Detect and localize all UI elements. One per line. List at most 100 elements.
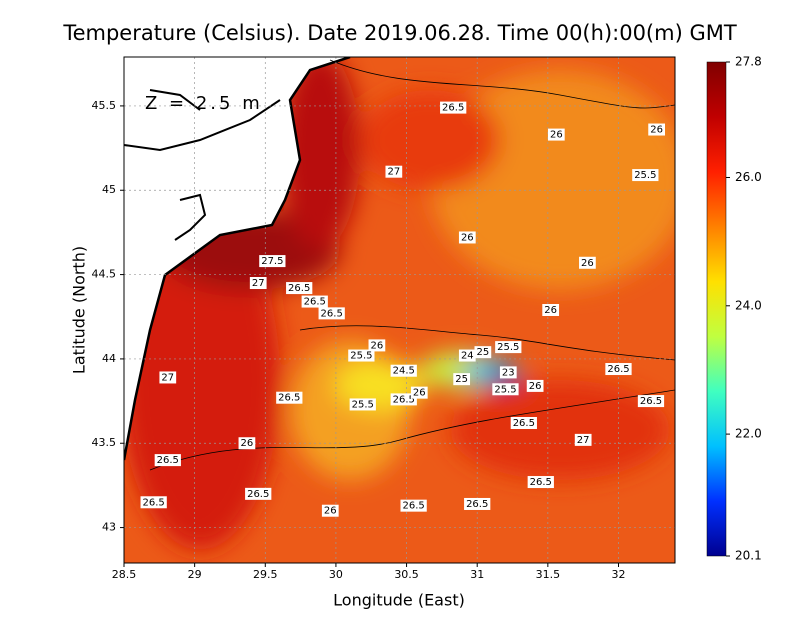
temperature-field [124, 57, 675, 563]
contour-label: 24 [458, 349, 476, 362]
contour-label: 27.5 [259, 255, 286, 268]
x-tick-label: 28.5 [112, 568, 137, 581]
contour-label: 26 [410, 386, 428, 399]
contour-label-text: 26 [413, 388, 426, 399]
contour-label-box [637, 395, 665, 408]
contour-label: 26.5 [245, 487, 272, 500]
contour-label-text: 27 [161, 372, 174, 383]
contour-label-text: 26 [324, 506, 337, 517]
contour-label-box [464, 497, 491, 510]
contour-label-text: 26 [241, 438, 254, 449]
contour-label: 26.5 [286, 282, 313, 295]
contour-label-text: 26.5 [607, 364, 629, 375]
colorbar [706, 61, 727, 557]
contour-label-box [474, 346, 492, 359]
contour-label-box [579, 256, 596, 269]
contour-label: 26 [368, 339, 386, 352]
contour-label-text: 27.5 [261, 256, 283, 267]
overlay: 28.5 29 29.5 30 30.5 31 31.5 32 43 43.5 44 44.5 45 45… [92, 55, 762, 582]
contour-label-box [632, 169, 659, 182]
contour-label-box [440, 101, 467, 114]
contour-label-box [495, 341, 522, 354]
contour-label-box [349, 398, 376, 411]
contour-label: 25.5 [492, 383, 519, 396]
y-tick-label: 44.5 [92, 268, 117, 281]
contour-label-box [286, 282, 313, 295]
contour-label-box [238, 437, 256, 450]
contour-label-box [458, 349, 476, 362]
contour-label-text: 26.5 [278, 393, 300, 404]
contour-label-box [259, 255, 286, 268]
y-tick-label: 43.5 [92, 436, 117, 449]
contour-label: 26 [547, 128, 565, 141]
contour-label-text: 26.5 [143, 497, 165, 508]
contour-label-box [249, 277, 267, 290]
contour-label-text: 25 [455, 374, 468, 385]
contour-label-text: 26 [371, 340, 384, 351]
x-tick-label: 31.5 [536, 568, 561, 581]
contour-label-text: 27 [252, 278, 265, 289]
y-tick-label: 43 [102, 521, 116, 534]
contour-label: 26.5 [527, 476, 554, 489]
contour-label: 26.5 [510, 417, 537, 430]
contour-label: 26 [458, 231, 476, 244]
colorbar-tick-label: 24.0 [735, 298, 762, 312]
contour-label-text: 27 [387, 167, 400, 178]
contour-label-box [527, 476, 554, 489]
depth-annotation: Z = 2.5 m [145, 93, 263, 114]
y-tick-label: 45.5 [92, 99, 117, 112]
contour-label: 26.5 [605, 363, 632, 376]
contour-label-box [390, 364, 417, 377]
contour-label-box [605, 363, 632, 376]
contour-label-text: 25.5 [494, 384, 516, 395]
contour-label: 25 [474, 346, 492, 359]
contour-label-text: 26 [650, 125, 663, 136]
x-tick-label: 30 [329, 568, 343, 581]
contour-label-text: 26.5 [530, 477, 552, 488]
contour-label-text: 23 [502, 367, 515, 378]
contour-label-text: 26 [461, 232, 474, 243]
contour-label-text: 24.5 [393, 366, 415, 377]
contour-label-text: 26.5 [288, 283, 310, 294]
x-tick-label: 30.5 [394, 568, 419, 581]
contour-label: 25 [453, 373, 471, 386]
contour-label-text: 26.5 [247, 489, 269, 500]
x-tick-label: 29 [188, 568, 202, 581]
contour-label-text: 26.5 [466, 499, 488, 510]
contour-label-box [410, 386, 428, 399]
contour-label-box [526, 379, 544, 392]
contour-label-box [492, 383, 519, 396]
y-tick-label: 45 [102, 183, 116, 196]
contour-label-box [648, 123, 666, 136]
contour-label: 25.5 [349, 398, 376, 411]
contour-label-box [154, 454, 181, 467]
contour-label: 26.5 [464, 497, 491, 510]
contour-label-text: 24 [461, 351, 474, 362]
contour-label-box [301, 295, 328, 308]
contour-label-box [574, 433, 592, 446]
contour-label-box [542, 304, 560, 316]
contour-label-text: 25.5 [350, 351, 372, 362]
contour-label-box [458, 231, 476, 244]
contour-label-text: 25.5 [497, 342, 519, 353]
contour-label-text: 26.5 [640, 396, 662, 407]
contour-label-box [385, 165, 403, 178]
contour-label: 26 [321, 504, 339, 517]
contour-label-box [499, 366, 517, 379]
contour-label-text: 26 [529, 381, 542, 392]
colorbar-tick-label: 22.0 [735, 427, 762, 441]
contour-label: 26.5 [276, 391, 303, 404]
colorbar-tick-label: 27.8 [735, 55, 762, 69]
contour-label-box [140, 496, 167, 509]
contour-label-text: 26.5 [513, 418, 535, 429]
contour-label-box [245, 487, 272, 500]
contour-label-box [400, 499, 427, 512]
contour-label-box [276, 391, 303, 404]
contour-label-box [321, 504, 339, 517]
contour-label: 26 [648, 123, 666, 136]
contour-label-text: 26 [581, 258, 594, 269]
contour-label: 23 [499, 366, 517, 379]
chart-title: Temperature (Celsius). Date 2019.06.28. … [62, 21, 737, 45]
contour-label: 26.5 [390, 393, 417, 406]
contour-label-text: 26.5 [442, 103, 464, 114]
